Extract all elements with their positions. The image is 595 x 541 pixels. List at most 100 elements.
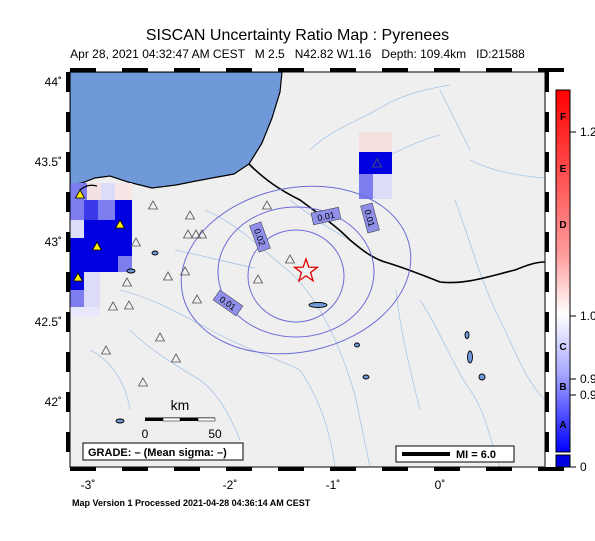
scale-tick-max: 50: [208, 427, 222, 441]
frame-tick: [545, 272, 549, 292]
colorbar-value: 1.0: [580, 309, 595, 323]
frame-tick: [278, 467, 304, 471]
map-frame: [69, 71, 546, 468]
station-triangle-active: [91, 241, 103, 251]
station-triangle: [130, 237, 142, 247]
frame-tick: [70, 68, 96, 72]
frame-tick: [434, 68, 460, 72]
colorbar-letter: C: [559, 342, 566, 353]
frame-tick: [122, 68, 148, 72]
frame-tick: [545, 312, 549, 332]
colorbar-letter: B: [559, 382, 566, 393]
frame-tick: [122, 467, 148, 471]
lon-label: 0˚: [435, 478, 446, 492]
frame-tick: [382, 68, 408, 72]
station-triangle: [196, 229, 208, 239]
grade-text: GRADE: – (Mean sigma: –): [88, 447, 227, 459]
frame-tick: [545, 152, 549, 172]
frame-tick: [174, 467, 200, 471]
station-triangle: [182, 229, 194, 239]
colorbar-value: 0: [580, 460, 587, 474]
scale-tick-min: 0: [142, 427, 149, 441]
grade-box: GRADE: – (Mean sigma: –): [82, 442, 244, 461]
frame-tick: [545, 392, 549, 412]
mi-legend: MI = 6.0: [395, 445, 515, 463]
colorbar: F E D C B A 1.2 1.0 0.9 0.9 0: [555, 89, 595, 474]
frame-tick: [70, 467, 96, 471]
station-triangle-active: [72, 272, 84, 282]
station-triangle: [284, 254, 296, 264]
station-triangle: [371, 158, 383, 168]
map-title: SISCAN Uncertainty Ratio Map : Pyrenees: [145, 27, 450, 44]
lakes: [115, 250, 486, 424]
frame-tick: [66, 392, 70, 412]
colorbar-value: 0.9: [580, 388, 595, 402]
station-triangle: [252, 274, 264, 284]
frame-tick: [545, 112, 549, 132]
station-triangle: [137, 377, 149, 387]
frame-tick: [226, 467, 252, 471]
colorbar-letter: A: [559, 420, 566, 431]
colorbar-letter: D: [559, 220, 566, 231]
frame-tick: [538, 68, 564, 72]
station-triangle: [162, 271, 174, 281]
frame-tick: [66, 352, 70, 372]
station-triangle: [261, 200, 273, 210]
frame-ticks: [66, 68, 564, 471]
rivers: [89, 84, 545, 467]
colorbar-letter: E: [560, 164, 567, 175]
contour-labels: 0.01 0.02 0.01 0.01: [212, 202, 380, 317]
station-triangle: [179, 266, 191, 276]
lat-label: 43˚: [45, 235, 62, 249]
lon-label: -3˚: [81, 478, 96, 492]
frame-tick: [545, 72, 549, 92]
uncertainty-cells: [70, 132, 392, 317]
epicenter-star: [292, 257, 320, 283]
station-triangle: [147, 200, 159, 210]
frame-tick: [66, 112, 70, 132]
station-triangle: [154, 332, 166, 342]
station-triangle: [191, 294, 203, 304]
frame-tick: [66, 192, 70, 212]
frame-tick: [330, 68, 356, 72]
frame-tick: [66, 312, 70, 332]
station-triangle: [184, 210, 196, 220]
colorbar-value: 0.9: [580, 372, 595, 386]
frame-tick: [66, 232, 70, 252]
lat-label: 42.5˚: [35, 315, 62, 329]
frame-tick: [545, 232, 549, 252]
station-triangle: [121, 277, 133, 287]
station-triangle: [100, 345, 112, 355]
frame-tick: [382, 467, 408, 471]
frame-tick: [66, 152, 70, 172]
bay-of-biscay: [70, 72, 283, 189]
border-line: [248, 163, 545, 284]
map-footer: Map Version 1 Processed 2021-04-28 04:36…: [72, 498, 311, 508]
station-triangle: [190, 229, 202, 239]
station-triangle-active: [74, 189, 86, 199]
colorbar-value: 1.2: [580, 125, 595, 139]
frame-tick: [330, 467, 356, 471]
frame-tick: [278, 68, 304, 72]
map-subtitle: Apr 28, 2021 04:32:47 AM CEST M 2.5 N42.…: [70, 47, 525, 61]
station-triangle-active: [114, 219, 126, 229]
scale-bar: km 0 50: [142, 397, 222, 441]
lat-label: 44˚: [45, 75, 62, 89]
frame-tick: [434, 467, 460, 471]
frame-tick: [174, 68, 200, 72]
frame-tick: [66, 272, 70, 292]
stations-yellow: [72, 189, 126, 282]
frame-tick: [486, 467, 512, 471]
lat-label: 42˚: [45, 395, 62, 409]
lon-label: -2˚: [223, 478, 238, 492]
frame-tick: [538, 467, 564, 471]
lat-label: 43.5˚: [35, 155, 62, 169]
frame-tick: [66, 432, 70, 452]
contour-label: 0.01: [316, 210, 335, 223]
stations-gray: [100, 158, 383, 387]
frame-tick: [545, 352, 549, 372]
frame-tick: [226, 68, 252, 72]
lat-axis: 44˚ 43.5˚ 43˚ 42.5˚ 42˚: [35, 75, 62, 409]
frame-tick: [66, 72, 70, 92]
